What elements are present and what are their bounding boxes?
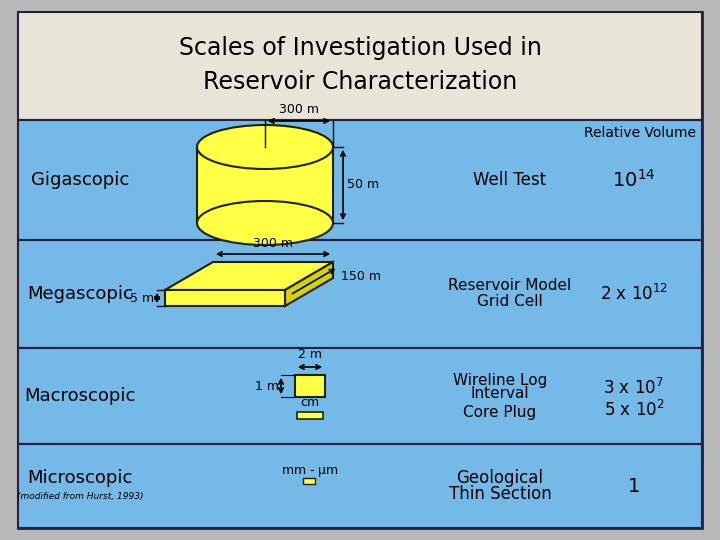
Text: mm - $\mathregular{\mu}$m: mm - $\mathregular{\mu}$m: [281, 465, 339, 479]
Text: 50 m: 50 m: [347, 179, 379, 192]
Text: 5 m: 5 m: [130, 292, 154, 305]
Text: (modified from Hurst, 1993): (modified from Hurst, 1993): [17, 491, 143, 501]
Text: $5\ \mathregular{x}\ 10^{2}$: $5\ \mathregular{x}\ 10^{2}$: [603, 400, 665, 420]
Text: Megascopic: Megascopic: [27, 285, 133, 303]
Text: cm: cm: [300, 395, 320, 408]
Ellipse shape: [197, 125, 333, 169]
Bar: [295, 375, 325, 397]
Bar: [18, 444, 702, 528]
Bar: [18, 12, 702, 120]
Text: Scales of Investigation Used in: Scales of Investigation Used in: [179, 36, 541, 60]
Text: Microscopic: Microscopic: [27, 469, 132, 487]
Text: Reservoir Characterization: Reservoir Characterization: [203, 70, 517, 94]
Text: Grid Cell: Grid Cell: [477, 294, 543, 309]
Text: $10^{14}$: $10^{14}$: [612, 169, 656, 191]
Bar: [18, 348, 702, 444]
Text: 300 m: 300 m: [279, 103, 319, 116]
Text: Macroscopic: Macroscopic: [24, 387, 135, 405]
Ellipse shape: [197, 201, 333, 245]
Text: 300 m: 300 m: [253, 237, 293, 250]
Polygon shape: [285, 262, 333, 306]
Text: Gigascopic: Gigascopic: [31, 171, 129, 189]
Polygon shape: [165, 262, 333, 290]
Text: 150 m: 150 m: [341, 269, 381, 282]
Text: Thin Section: Thin Section: [449, 485, 552, 503]
Text: Interval: Interval: [471, 387, 529, 402]
Text: 1 m: 1 m: [255, 380, 279, 393]
Polygon shape: [165, 290, 285, 306]
Text: $2\ \mathregular{x}\ 10^{12}$: $2\ \mathregular{x}\ 10^{12}$: [600, 284, 668, 304]
Bar: [18, 240, 702, 348]
Text: 1: 1: [628, 476, 640, 496]
Bar: [18, 120, 702, 240]
Text: Wireline Log: Wireline Log: [453, 373, 547, 388]
Bar: [297, 411, 323, 418]
Text: Well Test: Well Test: [474, 171, 546, 189]
Text: 2 m: 2 m: [298, 348, 322, 361]
Text: Reservoir Model: Reservoir Model: [449, 279, 572, 294]
Bar: [303, 478, 315, 484]
Bar: [197, 147, 333, 223]
Text: Core Plug: Core Plug: [464, 404, 536, 420]
Text: $3\ \mathregular{x}\ 10^{7}$: $3\ \mathregular{x}\ 10^{7}$: [603, 378, 665, 398]
Text: Relative Volume: Relative Volume: [584, 126, 696, 140]
Text: Geological: Geological: [456, 469, 544, 487]
